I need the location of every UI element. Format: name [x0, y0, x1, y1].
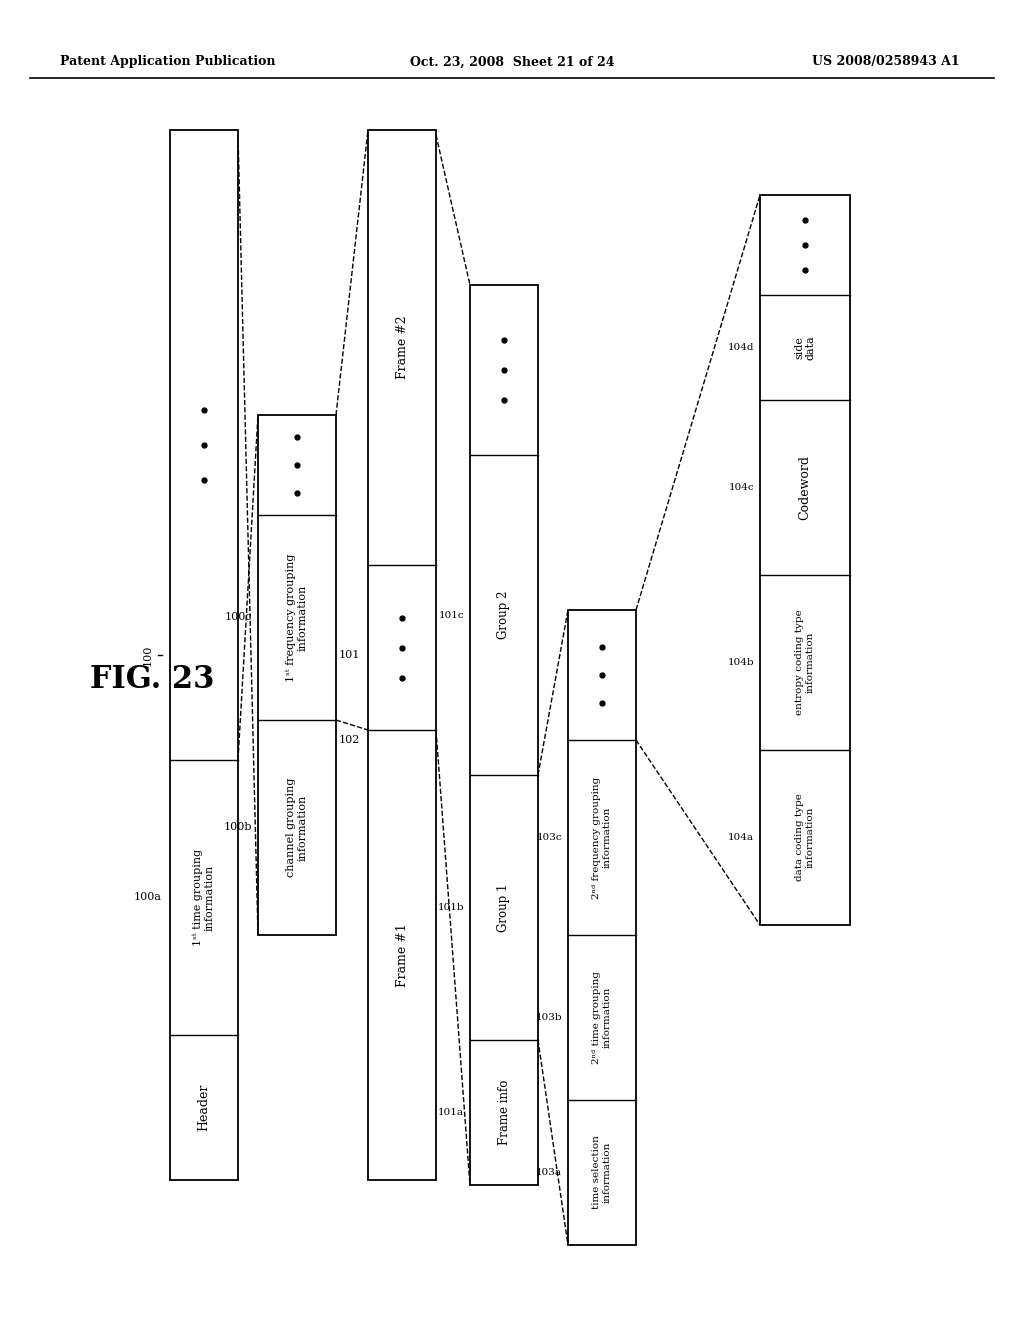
- Text: 1ˢᵗ time grouping
information: 1ˢᵗ time grouping information: [193, 849, 215, 946]
- Text: 2ⁿᵈ frequency grouping
information: 2ⁿᵈ frequency grouping information: [592, 776, 611, 899]
- Text: 100b: 100b: [223, 822, 252, 833]
- Text: 104a: 104a: [728, 833, 754, 842]
- Text: side
data: side data: [795, 335, 816, 360]
- Text: Frame #1: Frame #1: [395, 923, 409, 987]
- Text: 100a: 100a: [134, 892, 162, 903]
- Text: entropy coding type
information: entropy coding type information: [796, 610, 815, 715]
- Text: 100c: 100c: [224, 612, 252, 623]
- Bar: [760, 195, 850, 925]
- Text: 101b: 101b: [437, 903, 464, 912]
- Text: channel grouping
information: channel grouping information: [286, 777, 308, 878]
- Bar: [470, 285, 538, 1185]
- Text: data coding type
information: data coding type information: [796, 793, 815, 882]
- Text: 101c: 101c: [438, 610, 464, 619]
- Text: US 2008/0258943 A1: US 2008/0258943 A1: [812, 55, 961, 69]
- Text: 102: 102: [339, 735, 360, 744]
- Text: Group 1: Group 1: [498, 883, 511, 932]
- Bar: [258, 414, 336, 935]
- Bar: [568, 610, 636, 1245]
- Text: Frame #2: Frame #2: [395, 315, 409, 379]
- Text: Codeword: Codeword: [799, 455, 811, 520]
- Text: 103a: 103a: [536, 1168, 562, 1177]
- Text: 101: 101: [339, 649, 360, 660]
- Bar: [368, 129, 436, 1180]
- Text: 103c: 103c: [537, 833, 562, 842]
- Text: 103b: 103b: [536, 1012, 562, 1022]
- Text: 104b: 104b: [727, 657, 754, 667]
- Text: Frame info: Frame info: [498, 1080, 511, 1146]
- Text: Patent Application Publication: Patent Application Publication: [60, 55, 275, 69]
- Text: 100: 100: [143, 644, 153, 665]
- Text: FIG. 23: FIG. 23: [90, 664, 214, 696]
- Text: 104d: 104d: [727, 343, 754, 352]
- Text: Header: Header: [198, 1084, 211, 1131]
- Text: Group 2: Group 2: [498, 591, 511, 639]
- Bar: [170, 129, 238, 1180]
- Text: 104c: 104c: [728, 483, 754, 492]
- Text: time selection
information: time selection information: [592, 1135, 611, 1209]
- Text: 2ⁿᵈ time grouping
information: 2ⁿᵈ time grouping information: [592, 972, 611, 1064]
- Text: Oct. 23, 2008  Sheet 21 of 24: Oct. 23, 2008 Sheet 21 of 24: [410, 55, 614, 69]
- Text: 101a: 101a: [438, 1107, 464, 1117]
- Text: 1ˢᵗ frequency grouping
information: 1ˢᵗ frequency grouping information: [286, 553, 308, 681]
